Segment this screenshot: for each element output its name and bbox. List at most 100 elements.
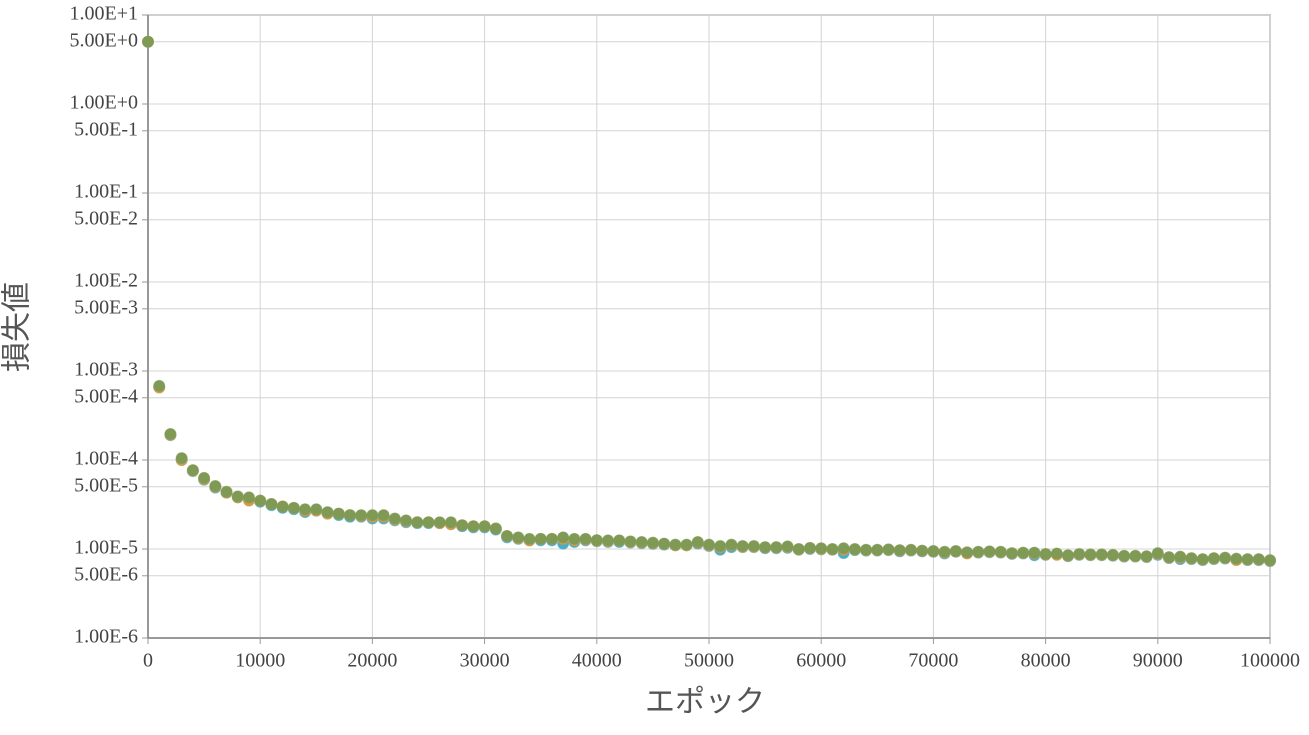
x-tick-label: 10000 (235, 650, 285, 672)
point (927, 544, 940, 557)
point (366, 509, 379, 522)
point (388, 512, 401, 525)
y-tick-label: 5.00E-6 (74, 563, 138, 585)
x-tick-label: 0 (143, 650, 153, 672)
point (220, 485, 233, 498)
point (904, 543, 917, 556)
point (1039, 547, 1052, 560)
point (882, 543, 895, 556)
point (1207, 552, 1220, 565)
y-tick-label: 1.00E-4 (74, 448, 138, 470)
point (1005, 547, 1018, 560)
point (501, 529, 514, 542)
point (411, 516, 424, 529)
y-tick-label: 1.00E+0 (70, 92, 139, 114)
point (759, 541, 772, 554)
point (153, 379, 166, 392)
point (635, 535, 648, 548)
point (916, 544, 929, 557)
point (725, 538, 738, 551)
point (198, 471, 211, 484)
point (848, 543, 861, 555)
point (1196, 553, 1209, 566)
point (489, 522, 502, 535)
y-tick-label: 5.00E-2 (74, 207, 138, 229)
point (422, 516, 435, 529)
point (400, 514, 413, 527)
y-axis-title: 損失値 (0, 282, 35, 372)
y-tick-label: 5.00E-4 (74, 385, 138, 407)
point (186, 464, 199, 477)
x-tick-label: 20000 (347, 650, 397, 672)
point (1163, 551, 1176, 564)
x-tick-label: 70000 (908, 650, 958, 672)
point (1230, 552, 1243, 565)
point (1106, 548, 1119, 561)
point (254, 494, 267, 507)
point (523, 532, 536, 545)
point (579, 532, 592, 545)
point (1174, 550, 1187, 563)
point (568, 532, 581, 545)
y-tick-label: 5.00E-3 (74, 296, 138, 318)
point (1084, 548, 1097, 561)
y-tick-label: 1.00E-6 (74, 626, 138, 648)
point (1118, 549, 1131, 562)
point (803, 541, 816, 554)
point (669, 538, 682, 551)
y-tick-label: 1.00E-3 (74, 359, 138, 381)
point (456, 519, 469, 532)
point (1264, 554, 1276, 567)
x-tick-label: 100000 (1240, 650, 1300, 672)
x-tick-label: 90000 (1133, 650, 1183, 672)
point (512, 531, 525, 544)
point (860, 543, 873, 556)
point (175, 452, 188, 465)
point (646, 536, 659, 549)
point (1017, 546, 1030, 559)
point (624, 535, 637, 548)
point (747, 540, 760, 553)
point (994, 545, 1007, 558)
point (1140, 550, 1153, 563)
point (1095, 548, 1108, 561)
point (680, 538, 693, 551)
y-tick-label: 5.00E-5 (74, 474, 138, 496)
point (209, 480, 222, 493)
point (837, 542, 850, 555)
point (590, 534, 603, 547)
x-tick-label: 80000 (1021, 650, 1071, 672)
point (961, 546, 974, 559)
point (983, 545, 996, 558)
point (299, 503, 312, 516)
point (770, 541, 783, 554)
point (602, 534, 615, 547)
point (871, 543, 884, 556)
point (377, 509, 390, 522)
point (938, 545, 951, 558)
point (557, 531, 570, 544)
point (467, 520, 480, 533)
point (691, 535, 704, 548)
x-axis-title: エポック (645, 685, 765, 720)
point (1185, 552, 1198, 565)
point (893, 544, 906, 557)
point (1028, 546, 1041, 559)
point (478, 520, 491, 533)
point (826, 543, 839, 555)
point (613, 534, 626, 547)
y-tick-label: 5.00E-1 (74, 118, 138, 140)
point (321, 506, 334, 519)
point (343, 509, 356, 522)
point (1252, 553, 1265, 566)
point (1129, 549, 1142, 562)
point (1219, 551, 1232, 564)
point (658, 537, 671, 550)
point (164, 427, 177, 440)
point (433, 516, 446, 529)
y-tick-label: 1.00E-1 (74, 181, 138, 203)
point (1062, 549, 1075, 562)
point (534, 532, 547, 545)
point (781, 540, 794, 553)
